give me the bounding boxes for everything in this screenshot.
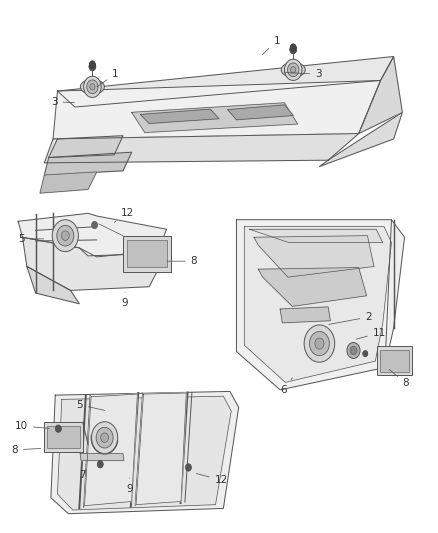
- Bar: [47, 426, 80, 448]
- Polygon shape: [44, 134, 359, 163]
- Bar: [44, 422, 83, 451]
- Circle shape: [61, 231, 69, 240]
- Text: 5: 5: [18, 234, 44, 244]
- Polygon shape: [136, 393, 186, 505]
- Polygon shape: [57, 56, 394, 107]
- Circle shape: [290, 45, 297, 54]
- Text: 3: 3: [51, 96, 74, 107]
- Circle shape: [89, 62, 96, 71]
- Polygon shape: [40, 172, 97, 193]
- Text: 3: 3: [285, 69, 321, 79]
- Circle shape: [185, 464, 191, 471]
- Circle shape: [288, 63, 299, 77]
- Circle shape: [92, 422, 118, 454]
- Text: 10: 10: [14, 421, 49, 431]
- Polygon shape: [244, 227, 392, 382]
- Circle shape: [96, 427, 113, 448]
- Text: 8: 8: [389, 369, 409, 389]
- Polygon shape: [22, 237, 166, 290]
- Circle shape: [90, 84, 95, 90]
- Polygon shape: [27, 266, 79, 304]
- Text: 5: 5: [76, 400, 105, 410]
- Polygon shape: [49, 136, 123, 158]
- Polygon shape: [53, 80, 381, 139]
- Text: 8: 8: [167, 256, 197, 266]
- Circle shape: [304, 325, 335, 362]
- Text: 12: 12: [196, 473, 228, 485]
- Circle shape: [101, 433, 109, 442]
- Circle shape: [52, 220, 78, 252]
- Polygon shape: [254, 236, 374, 277]
- Circle shape: [84, 76, 101, 98]
- Circle shape: [310, 332, 329, 356]
- Circle shape: [363, 351, 368, 357]
- Circle shape: [347, 343, 360, 359]
- Text: 9: 9: [122, 292, 128, 308]
- Polygon shape: [44, 152, 132, 175]
- Polygon shape: [319, 112, 403, 166]
- Text: 6: 6: [280, 378, 293, 395]
- Circle shape: [315, 338, 324, 349]
- Bar: [127, 240, 167, 268]
- Text: 12: 12: [114, 208, 134, 222]
- Polygon shape: [85, 394, 138, 506]
- Polygon shape: [359, 56, 403, 134]
- Bar: [377, 346, 412, 375]
- Text: 1: 1: [262, 36, 280, 54]
- Ellipse shape: [81, 79, 104, 94]
- Text: 1: 1: [97, 69, 119, 87]
- Polygon shape: [18, 213, 166, 257]
- Text: 11: 11: [356, 328, 386, 339]
- Polygon shape: [280, 307, 330, 323]
- Polygon shape: [80, 454, 124, 461]
- Circle shape: [87, 80, 98, 94]
- Polygon shape: [250, 229, 383, 243]
- Polygon shape: [258, 268, 367, 306]
- Bar: [380, 350, 409, 372]
- Ellipse shape: [281, 62, 305, 77]
- Circle shape: [57, 225, 74, 246]
- Polygon shape: [228, 105, 293, 120]
- Polygon shape: [141, 109, 219, 124]
- Text: 2: 2: [328, 312, 372, 325]
- Circle shape: [55, 425, 61, 432]
- Polygon shape: [57, 396, 231, 510]
- Polygon shape: [237, 220, 405, 390]
- Circle shape: [92, 221, 98, 229]
- Text: 7: 7: [79, 464, 86, 480]
- Circle shape: [285, 59, 302, 80]
- Circle shape: [290, 44, 296, 51]
- Circle shape: [290, 67, 296, 73]
- Circle shape: [89, 61, 95, 68]
- Circle shape: [350, 346, 357, 355]
- Text: 8: 8: [11, 445, 41, 455]
- Circle shape: [97, 461, 103, 468]
- Polygon shape: [51, 391, 239, 514]
- Polygon shape: [132, 103, 297, 133]
- Bar: [123, 236, 171, 272]
- Text: 9: 9: [126, 478, 133, 494]
